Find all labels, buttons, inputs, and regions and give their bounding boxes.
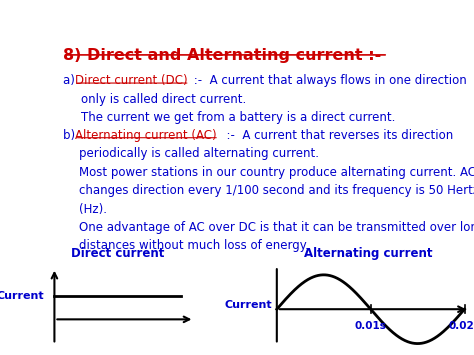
Text: changes direction every 1/100 second and its frequency is 50 Hertz: changes direction every 1/100 second and… [80,184,474,197]
Text: The current we get from a battery is a direct current.: The current we get from a battery is a d… [82,111,396,124]
Text: Current: Current [225,300,273,310]
Text: Current: Current [0,291,44,301]
Text: b): b) [63,129,79,142]
Text: periodically is called alternating current.: periodically is called alternating curre… [80,147,319,160]
Text: Direct current (DC): Direct current (DC) [75,74,187,87]
Text: Most power stations in our country produce alternating current. AC: Most power stations in our country produ… [80,165,474,179]
Text: distances without much loss of energy.: distances without much loss of energy. [80,239,310,252]
Text: (Hz).: (Hz). [80,202,108,215]
Text: a): a) [63,74,79,87]
Text: :-  A current that reverses its direction: :- A current that reverses its direction [219,129,454,142]
Text: :-  A current that always flows in one direction: :- A current that always flows in one di… [190,74,467,87]
Text: Direct current: Direct current [71,247,164,260]
Text: 0.02s: 0.02s [448,321,474,331]
Text: 0.01s: 0.01s [355,321,387,331]
Text: Alternating current: Alternating current [304,247,433,260]
Text: One advantage of AC over DC is that it can be transmitted over long: One advantage of AC over DC is that it c… [80,221,474,234]
Text: Alternating current (AC): Alternating current (AC) [75,129,216,142]
Text: only is called direct current.: only is called direct current. [82,93,246,106]
Text: 8) Direct and Alternating current :-: 8) Direct and Alternating current :- [63,48,381,63]
